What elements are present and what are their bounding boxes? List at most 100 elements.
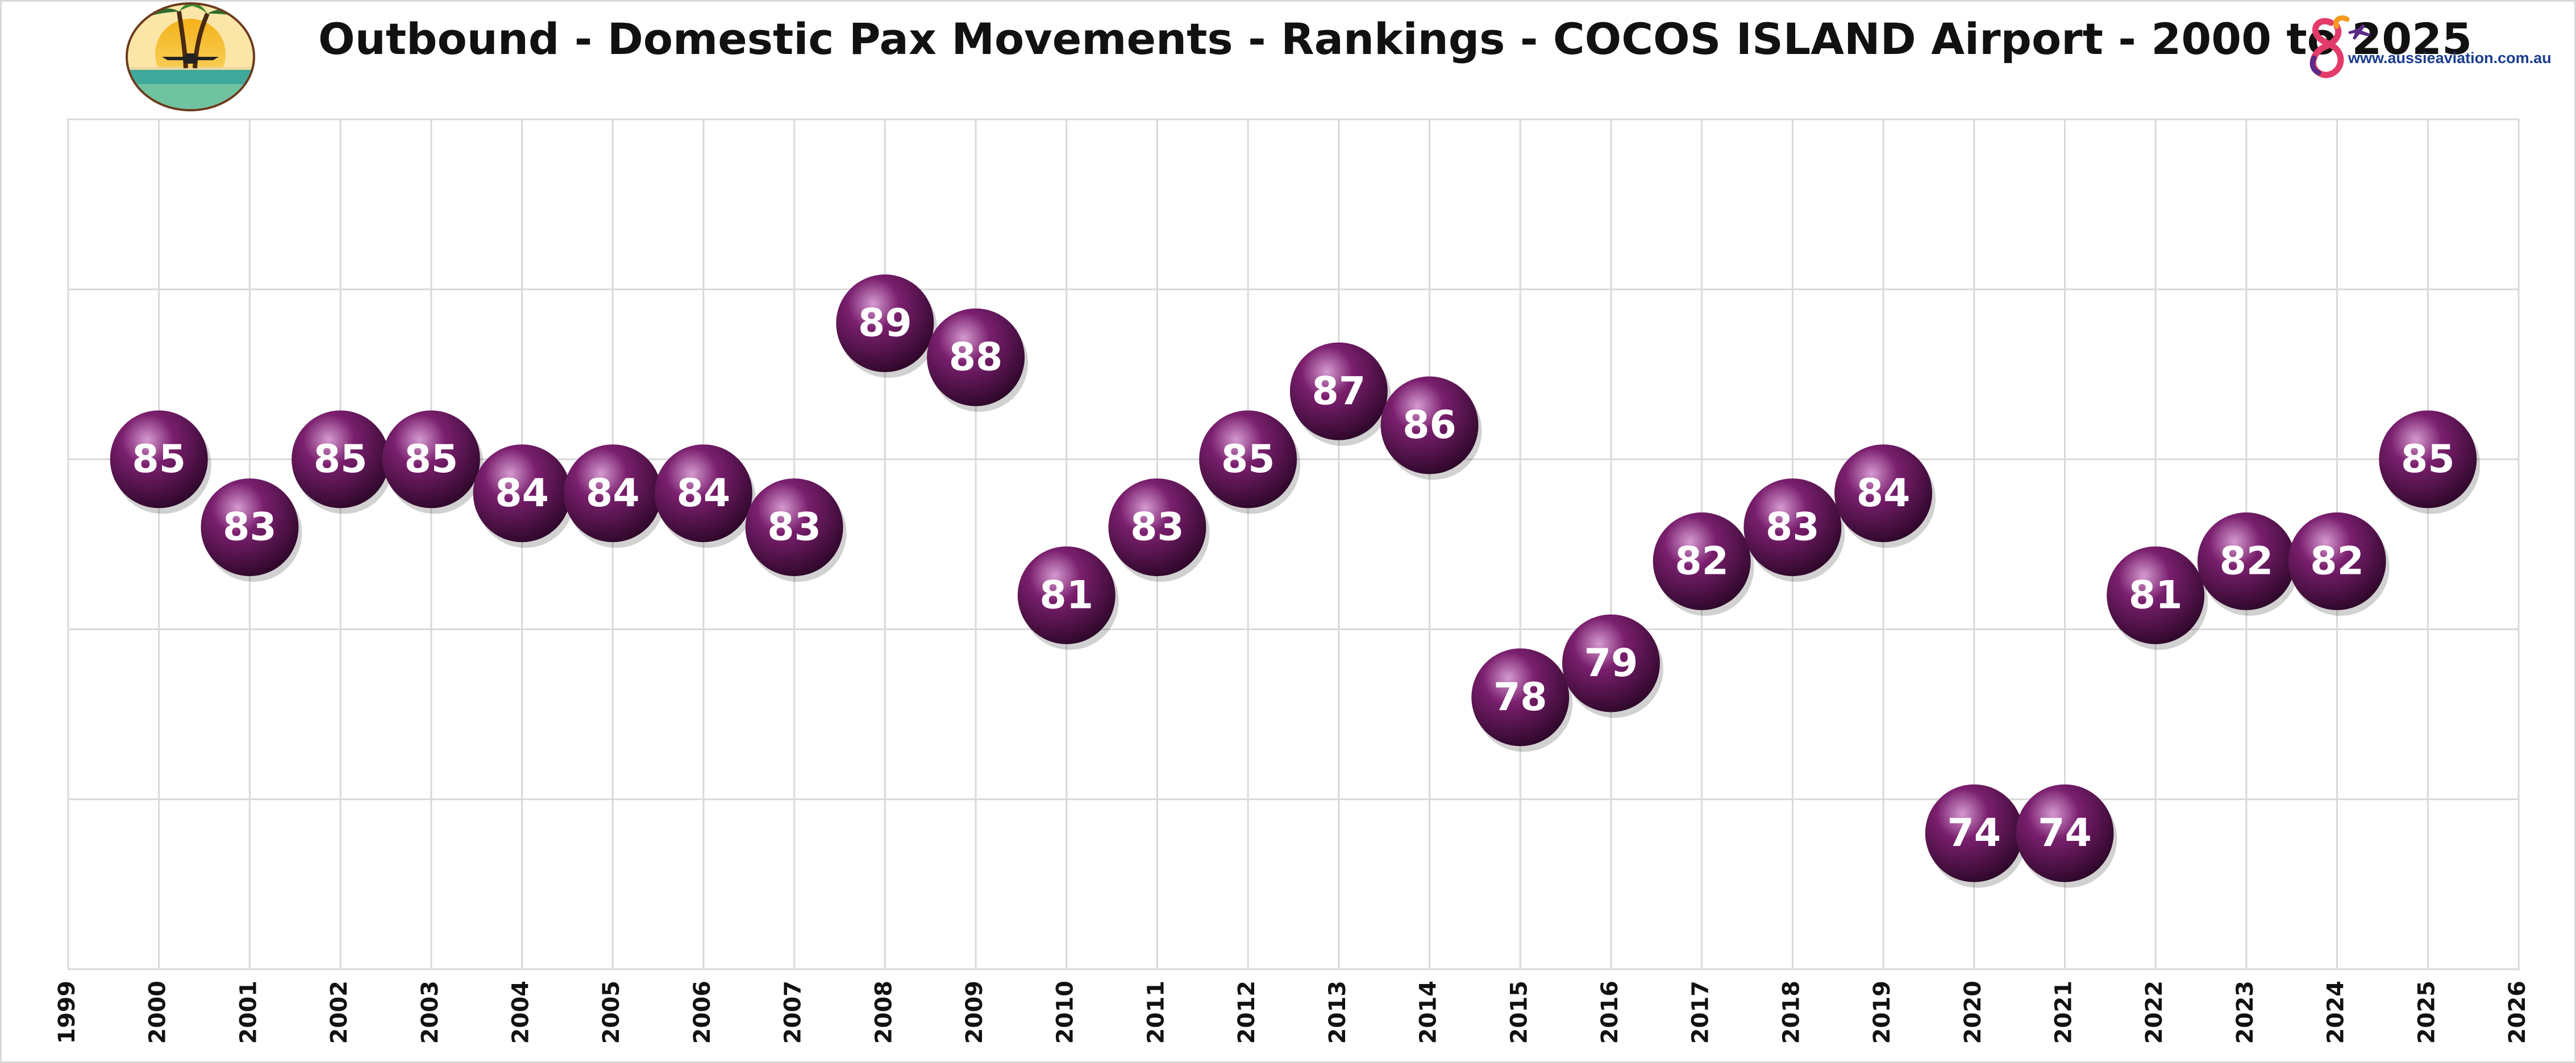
data-point: 81	[1017, 546, 1119, 650]
data-point-bubble	[654, 444, 752, 543]
x-tick-label: 1999	[54, 981, 80, 1044]
x-tick-label: 2026	[2504, 981, 2531, 1044]
x-tick-label: 2020	[1960, 981, 1986, 1044]
data-point-bubble	[836, 274, 934, 373]
data-label: 74	[1947, 811, 2001, 856]
data-point: 79	[1562, 614, 1663, 718]
data-point: 88	[927, 308, 1029, 412]
x-tick-label: 2025	[2413, 981, 2440, 1044]
data-point-bubble	[2107, 546, 2205, 644]
x-tick-label: 2017	[1688, 981, 1714, 1044]
data-point: 78	[1471, 648, 1573, 752]
data-point: 84	[1834, 444, 1936, 548]
x-tick-label: 2014	[1416, 981, 1442, 1044]
data-point-bubble	[1289, 342, 1388, 440]
data-label: 86	[1403, 403, 1456, 448]
data-point: 85	[292, 410, 393, 514]
data-label: 82	[2220, 539, 2274, 583]
data-label: 84	[677, 471, 731, 516]
data-label: 84	[586, 471, 640, 516]
plot-area-border	[67, 118, 2520, 970]
data-point: 89	[836, 274, 938, 378]
x-tick-label: 2019	[1869, 981, 1895, 1044]
data-point: 82	[2197, 512, 2299, 616]
x-tick-label: 2022	[2141, 981, 2167, 1044]
data-point-bubble	[2016, 784, 2114, 882]
data-point: 84	[473, 444, 575, 548]
data-point-bubble	[1653, 512, 1751, 610]
data-point: 86	[1380, 376, 1482, 480]
data-point-bubble	[201, 478, 299, 577]
data-label: 84	[495, 471, 549, 516]
x-tick-label: 2013	[1325, 981, 1351, 1044]
x-tick-label: 2003	[417, 981, 443, 1044]
x-tick-label: 2018	[1778, 981, 1804, 1044]
data-label: 88	[949, 335, 1003, 380]
data-point: 83	[1743, 478, 1845, 582]
data-point: 74	[1925, 784, 2026, 888]
data-point-bubble	[1108, 478, 1206, 577]
data-point-bubble	[1380, 376, 1479, 474]
data-point-bubble	[1834, 444, 1933, 543]
x-tick-label: 2002	[326, 981, 352, 1044]
x-tick-label: 2015	[1506, 981, 1532, 1044]
data-point-bubble	[1562, 614, 1660, 712]
data-label: 89	[858, 301, 912, 346]
x-tick-label: 2011	[1143, 981, 1169, 1044]
data-point-bubble	[1471, 648, 1570, 747]
data-label: 74	[2038, 811, 2092, 856]
data-point: 82	[1653, 512, 1754, 616]
chart-title: Outbound - Domestic Pax Movements - Rank…	[318, 14, 2472, 64]
data-label: 83	[223, 505, 277, 550]
data-label: 82	[1675, 539, 1729, 583]
data-point-bubble	[1017, 546, 1116, 644]
data-point: 85	[382, 410, 484, 514]
data-label: 78	[1493, 675, 1547, 720]
x-tick-label: 2009	[962, 981, 988, 1044]
data-point: 81	[2107, 546, 2208, 650]
data-label: 81	[1039, 573, 1093, 618]
data-point-bubble	[1743, 478, 1842, 577]
data-label: 85	[404, 437, 458, 482]
data-point: 85	[110, 410, 211, 514]
gridlines	[67, 118, 2520, 970]
data-point-bubble	[1199, 410, 1297, 508]
data-points: 85 83 85 85 84 84 84 83 89 88 81 83 85 87 86 78 79 82 83 84…	[110, 274, 2481, 888]
data-point-bubble	[2197, 512, 2295, 610]
data-label: 81	[2129, 573, 2183, 618]
x-tick-label: 2012	[1234, 981, 1260, 1044]
data-label: 83	[1766, 505, 1820, 550]
aussieaviation-logo-icon	[2296, 11, 2381, 85]
x-tick-label: 2001	[235, 981, 261, 1044]
data-label: 85	[132, 437, 186, 482]
x-tick-label: 2005	[598, 981, 625, 1044]
data-label: 83	[767, 505, 821, 550]
x-tick-label: 2004	[508, 981, 534, 1044]
data-label: 85	[2401, 437, 2455, 482]
data-point: 87	[1289, 342, 1391, 446]
data-point-bubble	[2379, 410, 2477, 508]
data-label: 85	[1221, 437, 1275, 482]
data-point: 74	[2016, 784, 2117, 888]
data-label: 85	[314, 437, 368, 482]
x-tick-label: 2000	[145, 981, 171, 1044]
data-point: 84	[654, 444, 756, 548]
data-point-bubble	[927, 308, 1025, 406]
data-label: 79	[1584, 641, 1638, 686]
data-point: 83	[1108, 478, 1210, 582]
x-tick-label: 2023	[2232, 981, 2258, 1044]
data-label: 82	[2310, 539, 2364, 583]
data-point-bubble	[564, 444, 662, 543]
data-point-bubble	[292, 410, 390, 508]
data-point: 83	[745, 478, 847, 582]
data-point-bubble	[382, 410, 480, 508]
data-point: 85	[1199, 410, 1301, 514]
cocos-island-badge-icon	[122, 0, 259, 114]
logo-url-text: www.aussieaviation.com.au	[2348, 49, 2552, 66]
data-point-bubble	[745, 478, 843, 577]
data-label: 87	[1312, 369, 1366, 414]
x-tick-label: 2024	[2323, 981, 2349, 1044]
data-point-bubble	[473, 444, 571, 543]
data-point: 82	[2288, 512, 2390, 616]
